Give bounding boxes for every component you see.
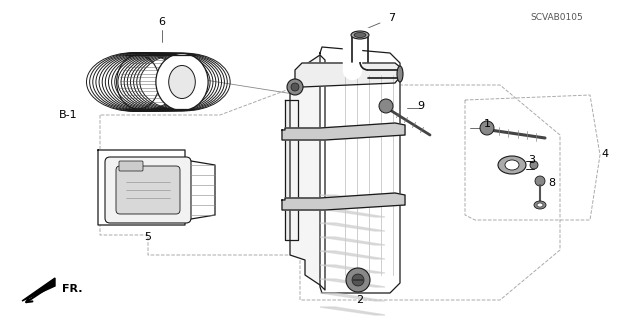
Circle shape [287,79,303,95]
Ellipse shape [534,201,546,209]
Polygon shape [290,55,325,290]
Circle shape [352,274,364,286]
Ellipse shape [169,65,195,99]
FancyArrowPatch shape [26,286,50,302]
Polygon shape [320,279,385,287]
Text: 4: 4 [602,149,609,159]
Text: 6: 6 [159,17,166,27]
Polygon shape [320,265,385,273]
Circle shape [346,268,370,292]
Ellipse shape [354,33,366,38]
Text: FR.: FR. [62,284,83,294]
Ellipse shape [397,66,403,82]
Circle shape [379,99,393,113]
Polygon shape [282,123,405,140]
Text: 9: 9 [417,101,424,111]
Polygon shape [320,307,385,315]
Text: 8: 8 [548,178,556,188]
Ellipse shape [156,54,208,110]
Ellipse shape [498,156,526,174]
Polygon shape [320,237,385,245]
FancyBboxPatch shape [105,157,191,223]
Text: 2: 2 [356,295,364,305]
FancyBboxPatch shape [119,161,143,171]
Ellipse shape [116,55,159,109]
Ellipse shape [530,161,538,169]
Text: 1: 1 [483,119,490,129]
Text: 3: 3 [529,155,536,165]
Polygon shape [320,209,385,217]
Ellipse shape [505,160,519,170]
Text: SCVAB0105: SCVAB0105 [531,13,583,22]
Circle shape [291,83,299,91]
Polygon shape [320,251,385,259]
Polygon shape [320,223,385,231]
Polygon shape [98,150,215,225]
Polygon shape [320,293,385,301]
Ellipse shape [351,31,369,39]
Text: 7: 7 [388,13,396,23]
Polygon shape [282,193,405,210]
Text: B-1: B-1 [59,110,77,120]
Circle shape [480,121,494,135]
Circle shape [535,176,545,186]
Ellipse shape [537,203,543,207]
FancyBboxPatch shape [116,166,180,214]
Polygon shape [285,100,298,240]
Polygon shape [22,278,55,301]
Polygon shape [320,47,400,293]
Polygon shape [295,63,400,87]
Polygon shape [320,195,385,203]
Text: 5: 5 [145,232,152,242]
